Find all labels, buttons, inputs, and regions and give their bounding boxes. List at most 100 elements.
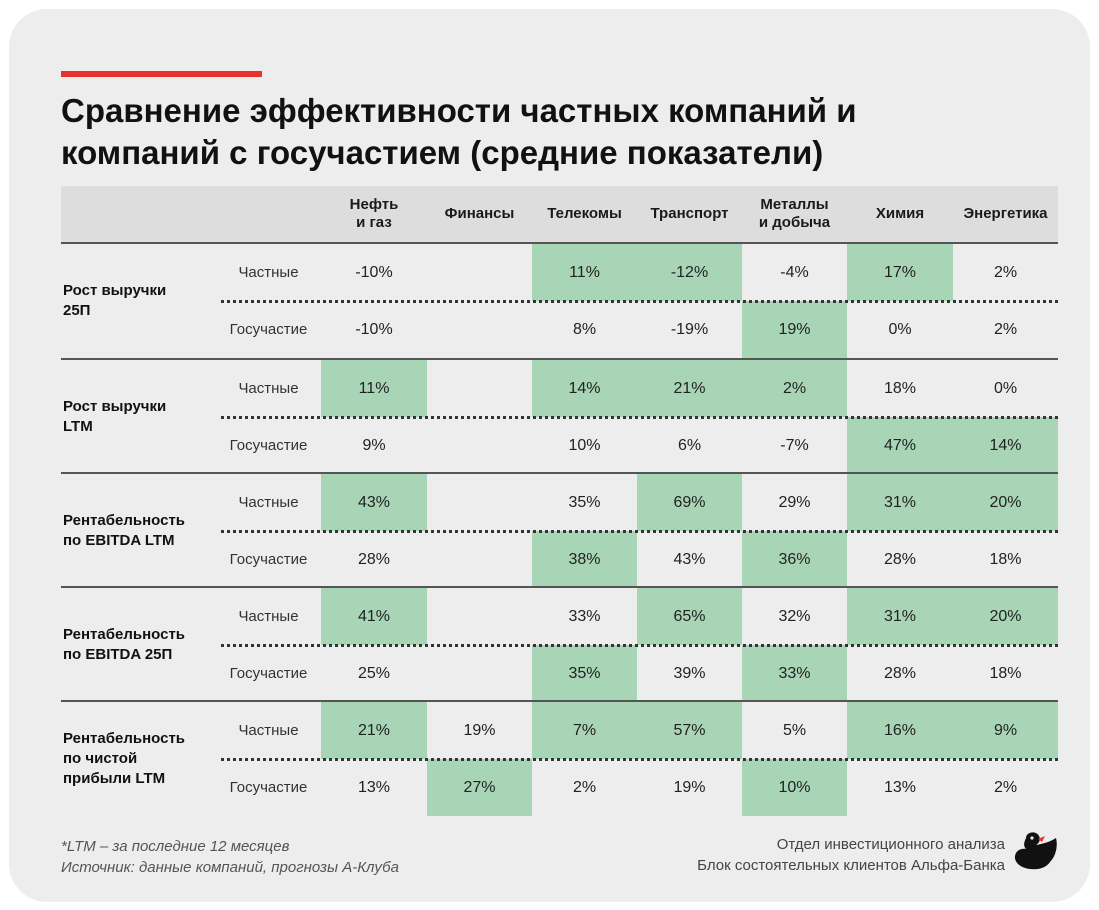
table-header: Нефть и газ Финансы Телекомы Транспорт Металл…	[61, 186, 1058, 244]
column-header-line: Нефть	[349, 196, 399, 213]
metric-block: Рентабельность по чистой прибыли LTM Частны…	[61, 700, 1058, 816]
table-row: Частные 21% 19% 7% 57% 5% 16% 9%	[61, 702, 1058, 759]
table-cell	[427, 645, 532, 702]
column-header: Финансы	[427, 186, 532, 242]
accent-bar	[61, 71, 262, 77]
table-cell: 2%	[993, 263, 1018, 281]
column-header-label: Металлы и добыча	[759, 196, 830, 232]
table-cell: 27%	[427, 759, 532, 816]
dotted-divider	[221, 300, 1058, 303]
table-cell: 14%	[532, 360, 637, 417]
column-header-label: Нефть и газ	[350, 196, 399, 232]
table-cell: 19%	[673, 778, 706, 796]
table-cell: -12%	[637, 244, 742, 301]
table-row: Госучастие 25% 35% 39% 33% 28% 18%	[61, 645, 1058, 702]
table-cell: 43%	[321, 474, 427, 531]
metric-label-line: по EBITDA LTM	[63, 532, 175, 549]
table-row: Госучастие 13% 27% 2% 19% 10% 13% 2%	[61, 759, 1058, 816]
table-cell: -19%	[670, 320, 709, 338]
table-cell: 2%	[993, 320, 1018, 338]
row-type-label: Госучастие	[229, 779, 308, 796]
dotted-divider	[221, 416, 1058, 419]
credit: Отдел инвестиционного анализа Блок состо…	[697, 834, 1005, 876]
table-cell: 18%	[883, 379, 917, 397]
table-row: Госучастие 28% 38% 43% 36% 28% 18%	[61, 531, 1058, 588]
row-type-label: Частные	[238, 494, 299, 511]
row-type-label: Госучастие	[229, 321, 308, 338]
column-header-line: Финансы	[444, 205, 515, 222]
table-cell: 35%	[532, 645, 637, 702]
table-cell: 0%	[888, 320, 912, 338]
table-cell: 2%	[742, 360, 847, 417]
table-cell: 18%	[989, 664, 1022, 682]
column-header-line: Химия	[875, 205, 925, 222]
table-cell	[427, 244, 532, 301]
metric-block: Рентабельность по EBITDA LTM Частные 43% 35%…	[61, 472, 1058, 588]
footnote: *LTM – за последние 12 месяцев Источник:…	[61, 836, 399, 878]
table-cell: 32%	[778, 607, 811, 625]
table-cell: 14%	[953, 417, 1058, 474]
table-cell: 33%	[568, 607, 601, 625]
metric-label: Рост выручки LTM	[63, 397, 223, 437]
table-cell: 29%	[778, 493, 811, 511]
metric-label: Рентабельность по чистой прибыли LTM	[63, 729, 223, 789]
table-cell: 16%	[847, 702, 953, 759]
table-cell: 39%	[673, 664, 706, 682]
credit-line-2: Блок состоятельных клиентов Альфа-Банка	[697, 857, 1005, 874]
table-cell: 2%	[993, 778, 1018, 796]
title-line-1: Сравнение эффективности частных компаний…	[61, 92, 857, 129]
table-cell: 57%	[637, 702, 742, 759]
table-cell: 31%	[847, 474, 953, 531]
table-cell: 35%	[568, 493, 601, 511]
column-header-line: Телекомы	[547, 205, 622, 222]
table-cell	[427, 301, 532, 358]
column-header-label: Финансы	[445, 205, 515, 223]
table-cell	[427, 531, 532, 588]
column-header-line: и газ	[356, 214, 392, 231]
credit-line-1: Отдел инвестиционного анализа	[776, 836, 1005, 853]
table-cell: 19%	[742, 301, 847, 358]
table-cell: 8%	[572, 320, 597, 338]
column-header: Нефть и газ	[321, 186, 427, 242]
row-type-label: Госучастие	[229, 665, 308, 682]
table-cell: 20%	[953, 588, 1058, 645]
table-cell: 25%	[357, 664, 391, 682]
table-cell: 11%	[321, 360, 427, 417]
column-header-label: Транспорт	[650, 205, 728, 223]
column-header-label: Химия	[876, 205, 924, 223]
metric-label-line: Рентабельность	[63, 512, 186, 529]
table-cell: 43%	[673, 550, 706, 568]
table-cell: 9%	[362, 436, 386, 454]
column-header: Энергетика	[953, 186, 1058, 242]
metric-label-line: по чистой	[63, 750, 138, 767]
column-header-line: Металлы	[760, 196, 829, 213]
metric-label-line: по EBITDA 25П	[63, 646, 173, 663]
metric-block: Рост выручки 25П Частные -10% 11% -12% -4% 17% 2…	[61, 244, 1058, 358]
comparison-table: Нефть и газ Финансы Телекомы Транспорт Металл…	[61, 186, 1058, 816]
table-cell: -4%	[780, 263, 809, 281]
table-cell: 7%	[532, 702, 637, 759]
table-cell: 28%	[357, 550, 391, 568]
table-cell	[427, 360, 532, 417]
table-cell: 19%	[463, 721, 496, 739]
table-row: Частные -10% 11% -12% -4% 17% 2%	[61, 244, 1058, 301]
dotted-divider	[221, 644, 1058, 647]
page-title: Сравнение эффективности частных компаний…	[61, 90, 1021, 174]
table-cell: -7%	[780, 436, 809, 454]
metric-label-line: 25П	[63, 302, 91, 319]
column-header-line: Транспорт	[650, 205, 729, 222]
footnote-line-1: *LTM – за последние 12 месяцев	[61, 838, 290, 855]
table-cell: 69%	[637, 474, 742, 531]
footnote-line-2: Источник: данные компаний, прогнозы А-Кл…	[61, 859, 399, 876]
table-cell: 33%	[742, 645, 847, 702]
row-type-label: Частные	[238, 264, 299, 281]
table-cell: -10%	[355, 263, 393, 281]
column-header: Телекомы	[532, 186, 637, 242]
table-row: Частные 41% 33% 65% 32% 31% 20%	[61, 588, 1058, 645]
row-type-label: Частные	[238, 722, 299, 739]
column-header-label: Телекомы	[547, 205, 622, 223]
table-row: Госучастие 9% 10% 6% -7% 47% 14%	[61, 417, 1058, 474]
table-cell: 0%	[993, 379, 1018, 397]
table-cell: 9%	[953, 702, 1058, 759]
table-cell: 41%	[321, 588, 427, 645]
